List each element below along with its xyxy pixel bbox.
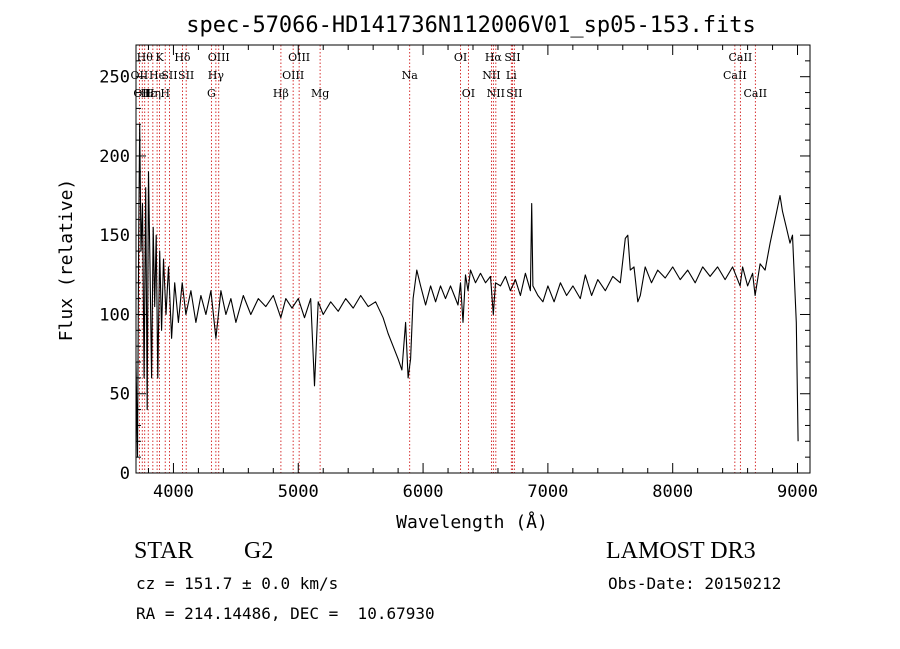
y-tick-labels: 0 50 100 150 200 250 [99, 68, 130, 484]
line-label: OII [131, 69, 149, 82]
object-class: STAR [134, 538, 194, 564]
line-label: OI [454, 51, 467, 64]
series-line [135, 123, 799, 458]
x-tick-label: 6000 [403, 482, 444, 502]
y-axis-label: Flux (relative) [56, 179, 77, 342]
line-label: Hη [145, 87, 161, 100]
line-label: K [155, 51, 164, 64]
coordinates: RA = 214.14486, DEC = 10.67930 [136, 604, 435, 623]
axis-ticks [136, 45, 810, 474]
x-tick-label: 5000 [278, 482, 319, 502]
line-label: OII [133, 87, 151, 100]
line-label: Hδ [174, 51, 191, 64]
line-label: SII [504, 51, 520, 64]
emission-lines [138, 45, 756, 473]
line-label: OIII [282, 69, 304, 82]
line-label: CaII [723, 69, 747, 82]
line-label: Hε [141, 87, 157, 100]
chart-title: spec-57066-HD141736N112006V01_sp05-153.f… [186, 13, 756, 38]
line-label: Hα [485, 51, 503, 64]
line-label: Li [506, 69, 517, 82]
plot-frame [135, 44, 811, 474]
flux-series [135, 123, 799, 458]
line-label: CaII [729, 51, 753, 64]
line-label: H [160, 87, 170, 100]
line-label: OIII [208, 51, 230, 64]
line-label: Hγ [208, 69, 225, 82]
line-label: Na [402, 69, 419, 82]
line-label: NII [487, 87, 505, 100]
line-label: G [207, 87, 216, 100]
line-label: SII [178, 69, 194, 82]
y-tick-label: 200 [99, 147, 130, 167]
redshift-cz: cz = 151.7 ± 0.0 km/s [136, 574, 339, 593]
x-tick-label: 7000 [527, 482, 568, 502]
line-label: OIII [288, 51, 310, 64]
object-subclass: G2 [244, 538, 274, 564]
y-tick-label: 100 [99, 305, 130, 325]
line-label: OI [462, 87, 475, 100]
x-tick-label: 8000 [652, 482, 693, 502]
line-label: SII [506, 87, 522, 100]
line-label: NII [482, 69, 500, 82]
obs-date: Obs-Date: 20150212 [608, 574, 782, 593]
y-tick-label: 150 [99, 226, 130, 246]
line-label: Mg [311, 87, 329, 100]
x-axis-label: Wavelength (Å) [396, 511, 548, 533]
y-tick-label: 0 [120, 464, 130, 484]
x-tick-label: 9000 [777, 482, 818, 502]
y-tick-label: 50 [110, 385, 130, 405]
x-tick-labels: 4000 5000 6000 7000 8000 9000 [153, 482, 818, 502]
line-label: Hθ [137, 51, 154, 64]
line-label: SII [161, 69, 177, 82]
y-tick-label: 250 [99, 68, 130, 88]
line-label: Hβ [273, 87, 289, 100]
line-label: CaII [743, 87, 767, 100]
survey-name: LAMOST DR3 [606, 538, 756, 564]
x-tick-label: 4000 [153, 482, 194, 502]
line-label: He [149, 69, 165, 82]
